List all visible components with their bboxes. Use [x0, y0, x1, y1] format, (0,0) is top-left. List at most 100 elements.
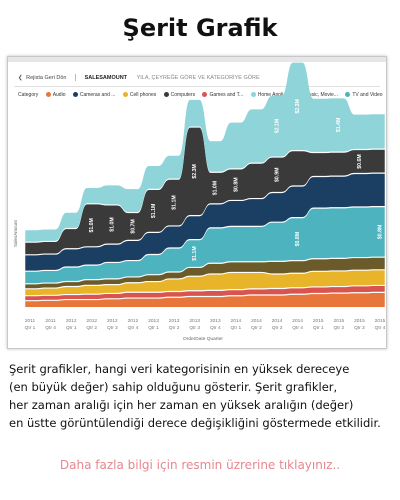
- x-tick-quarter: Qtr 4: [210, 325, 221, 331]
- x-tick-quarter: Qtr 3: [189, 325, 200, 331]
- legend-label: Music, Movie...: [304, 92, 338, 98]
- legend-item[interactable]: Games and T...: [202, 92, 243, 98]
- ribbon-series[interactable]: [25, 286, 385, 301]
- ribbon-series[interactable]: [25, 270, 385, 296]
- legend-item[interactable]: TV and Video: [345, 92, 383, 98]
- legend-dot: [122, 92, 128, 97]
- x-tick-quarter: Qtr 2: [333, 325, 344, 331]
- x-tick-year: 2012: [66, 318, 77, 324]
- ribbon-chart-screenshot[interactable]: ❮ Rejista Geri Dön SALESAMOUNT YILA, ÇEY…: [7, 56, 387, 349]
- ribbon-series[interactable]: [25, 127, 385, 255]
- chart-legend: Category Audio Cameras and ... Cell phon…: [18, 92, 383, 98]
- x-tick-quarter: Qtr 1: [313, 325, 324, 331]
- x-tick-quarter: Qtr 2: [251, 325, 262, 331]
- legend-label: Games and T...: [209, 92, 244, 98]
- report-nav: ❮ Rejista Geri Dön SALESAMOUNT YILA, ÇEY…: [18, 74, 260, 81]
- legend-item[interactable]: Cameras and ...: [72, 92, 116, 98]
- nav-separator: [75, 74, 77, 81]
- data-label: $2.3M: [192, 164, 198, 178]
- data-label: $1.0M: [89, 218, 95, 232]
- x-tick-year: 2015: [354, 318, 365, 324]
- nav-divider: [14, 86, 380, 87]
- x-tick-year: 2011: [45, 318, 56, 324]
- data-label: $0.8M: [377, 225, 383, 239]
- data-label: $0.7M: [130, 219, 136, 233]
- data-label: $1.1M: [192, 246, 198, 260]
- x-tick-year: 2015: [375, 318, 386, 324]
- x-tick-year: 2012: [86, 318, 97, 324]
- tab-salesamount[interactable]: SALESAMOUNT: [84, 74, 128, 81]
- x-tick-quarter: Qtr 1: [148, 325, 159, 331]
- legend-dot: [163, 92, 169, 97]
- data-label: $1.4M: [336, 118, 342, 132]
- x-tick-quarter: Qtr 1: [25, 325, 36, 331]
- legend-dot: [72, 92, 78, 97]
- x-tick-quarter: Qtr 4: [45, 325, 56, 331]
- ribbon-chart: $1.0M $1.0M $0.7M $1.1M $1.1M $2.3M $1.0M $1.1M…: [25, 62, 386, 342]
- description-line: (en büyük değer) sahip olduğunu gösterir…: [9, 380, 338, 394]
- x-tick-year: 2014: [251, 318, 262, 324]
- legend-item[interactable]: Computers: [163, 92, 196, 98]
- x-tick-year: 2015: [313, 318, 324, 324]
- ribbon-series[interactable]: [25, 257, 385, 289]
- ribbon-series[interactable]: [25, 62, 385, 242]
- legend-label: Cell phones: [129, 92, 157, 98]
- legend-item[interactable]: Audio: [45, 92, 66, 98]
- data-label: $0.6M: [357, 154, 363, 168]
- x-tick-quarter: Qtr 1: [66, 325, 77, 331]
- x-tick-year: 2014: [292, 318, 303, 324]
- legend-label: Audio: [52, 92, 66, 98]
- x-tick-year: 2012: [107, 318, 118, 324]
- legend-dot: [45, 92, 51, 97]
- legend-dot: [345, 92, 351, 97]
- x-tick-year: 2013: [210, 318, 221, 324]
- description-line: en üstte görüntülendiği derece değişikli…: [9, 416, 381, 430]
- more-info-link[interactable]: Daha fazla bilgi için resmin üzrerine tı…: [59, 458, 341, 472]
- legend-label: TV and Video: [352, 92, 383, 98]
- x-tick-year: 2014: [272, 318, 283, 324]
- x-tick-year: 2013: [169, 318, 180, 324]
- x-tick-year: 2011: [25, 318, 36, 324]
- x-tick-quarter: Qtr 2: [86, 325, 97, 331]
- x-tick-year: 2012: [128, 318, 139, 324]
- x-tick-year: 2013: [148, 318, 159, 324]
- data-label: $1.0M: [110, 217, 116, 231]
- legend-label: Home Applia...: [257, 92, 291, 98]
- data-label: $1.1M: [171, 195, 177, 209]
- x-tick-quarter: Qtr 2: [169, 325, 180, 331]
- data-label: $0.9M: [274, 168, 280, 182]
- x-tick-quarter: Qtr 4: [375, 325, 386, 331]
- legend-label: Cameras and ...: [79, 92, 116, 98]
- x-tick-quarter: Qtr 3: [107, 325, 118, 331]
- description-line: Şerit grafikler, hangi veri kategorisini…: [9, 362, 350, 376]
- x-axis-title: OrderDate Quarter: [183, 336, 223, 342]
- back-arrow-icon[interactable]: ❮: [18, 74, 23, 81]
- x-tick-quarter: Qtr 4: [292, 325, 303, 331]
- data-label: $2.1M: [274, 119, 280, 133]
- description-line: her zaman aralığı için her zaman en yüks…: [9, 398, 354, 412]
- ribbon-series[interactable]: [25, 292, 385, 307]
- data-label: $1.1M: [151, 204, 157, 218]
- legend-dot: [202, 92, 208, 97]
- legend-dot: [250, 92, 256, 97]
- legend-item[interactable]: Home Applia...: [250, 92, 291, 98]
- x-tick-quarter: Qtr 4: [128, 325, 139, 331]
- x-tick-year: 2013: [189, 318, 200, 324]
- data-label: $0.8M: [233, 177, 239, 191]
- legend-label: Computers: [170, 92, 196, 98]
- description: Şerit grafikler, hangi veri kategorisini…: [9, 360, 399, 432]
- x-tick-year: 2014: [231, 318, 242, 324]
- legend-item[interactable]: Cell phones: [122, 92, 157, 98]
- page-title: Şerit Grafik: [122, 14, 278, 42]
- ribbon-series[interactable]: [25, 207, 385, 284]
- data-label: $2.3M: [295, 99, 301, 113]
- legend-title: Category: [18, 92, 39, 98]
- data-label: $1.0M: [213, 181, 219, 195]
- tab-by-year-quarter-category[interactable]: YILA, ÇEYREĞE GÖRE VE KATEGORİYE GÖRE: [136, 74, 260, 81]
- back-to-report-link[interactable]: Rejista Geri Dön: [26, 74, 67, 81]
- ribbon-series[interactable]: [25, 173, 385, 271]
- x-tick-quarter: Qtr 3: [272, 325, 283, 331]
- x-tick-year: 2015: [333, 318, 344, 324]
- x-tick-quarter: Qtr 1: [231, 325, 242, 331]
- x-tick-quarter: Qtr 3: [354, 325, 365, 331]
